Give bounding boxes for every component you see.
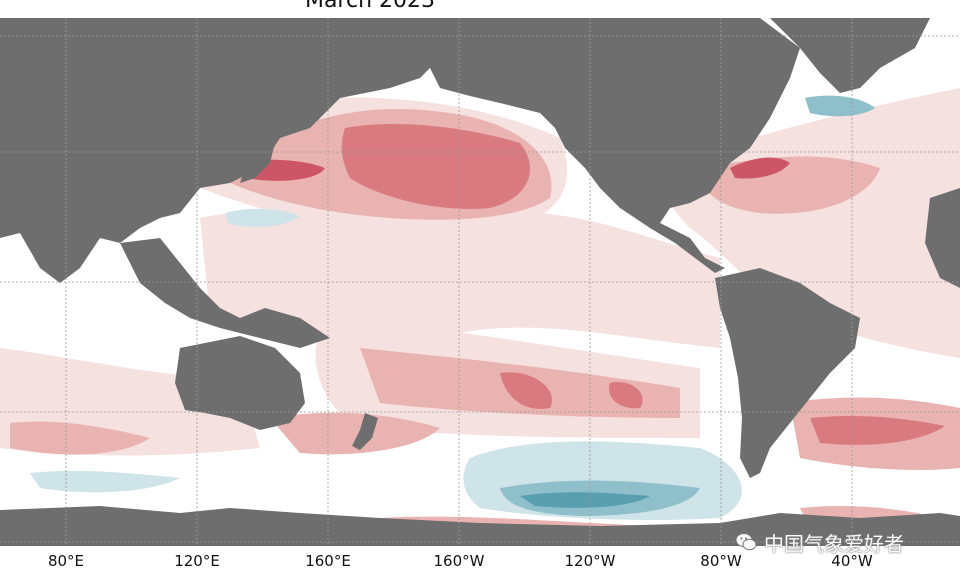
cool-anomaly-indian-south bbox=[30, 470, 180, 493]
land-eurasia bbox=[0, 18, 460, 283]
warm-anomaly-south-atlantic-core bbox=[810, 415, 945, 445]
land-southeast-asia bbox=[120, 238, 330, 348]
wechat-icon bbox=[735, 533, 757, 551]
land-australia bbox=[175, 336, 305, 430]
land-africa bbox=[925, 188, 960, 288]
x-tick-label: 160°E bbox=[305, 552, 351, 570]
x-tick-label: 120°E bbox=[174, 552, 220, 570]
x-tick-label: 80°E bbox=[47, 552, 85, 570]
land-greenland bbox=[770, 18, 930, 93]
x-tick-label: 120°W bbox=[564, 552, 616, 570]
cool-anomaly-labrador bbox=[805, 95, 875, 117]
cool-anomaly-southern-pacific-core bbox=[520, 492, 650, 508]
x-tick-label: 40°W bbox=[831, 552, 873, 570]
watermark-text: 中国气象爱好者 bbox=[764, 531, 904, 556]
warm-anomaly-north-pacific-core bbox=[341, 123, 530, 209]
x-tick-label: 80°W bbox=[700, 552, 742, 570]
x-tick-label: 160°W bbox=[433, 552, 485, 570]
map-title: March 2023 bbox=[304, 0, 436, 13]
cool-anomaly-layer bbox=[30, 95, 875, 520]
land-japan bbox=[240, 128, 275, 183]
land-north-america bbox=[430, 18, 800, 273]
land-antarctica bbox=[0, 506, 960, 546]
sst-anomaly-map bbox=[0, 18, 960, 546]
warm-anomaly-south-pacific-spots bbox=[500, 372, 643, 409]
watermark: 中国气象爱好者 bbox=[734, 528, 904, 556]
cool-anomaly-japan-south bbox=[225, 208, 300, 228]
warm-anomaly-indian-ocean-spots bbox=[10, 421, 150, 455]
land-layer bbox=[0, 18, 960, 546]
warm-anomaly-gulf-stream bbox=[730, 157, 790, 179]
warm-anomaly-tasman bbox=[270, 412, 440, 455]
land-new-zealand bbox=[352, 413, 378, 450]
land-south-america bbox=[715, 268, 860, 478]
graticule bbox=[0, 18, 960, 546]
x-axis-tick-labels: 80°E 120°E 160°E 160°W 120°W 80°W 40°W bbox=[0, 552, 960, 576]
